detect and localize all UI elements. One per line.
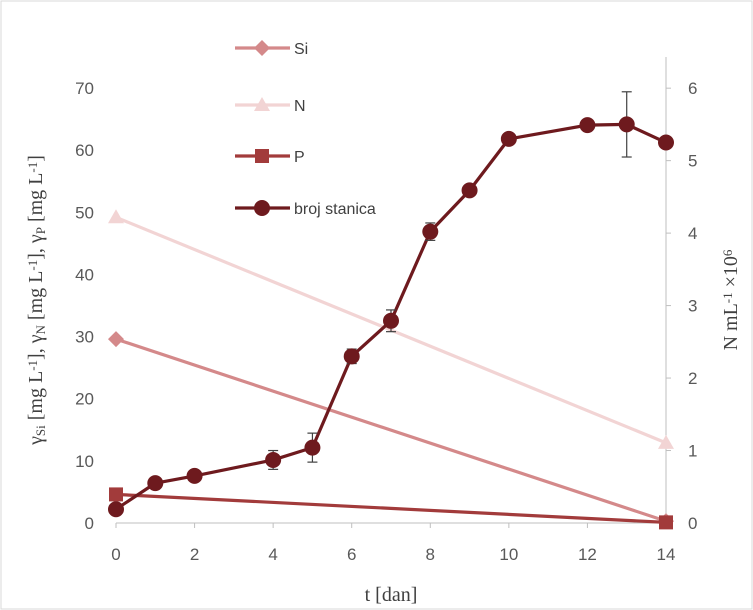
axis-title-part: -1 [720,292,735,303]
axis-titles: t [dan]γSi [mg L-1], γN [mg L-1], γP [mg… [25,155,742,606]
data-point [658,134,674,151]
data-point [186,467,203,484]
y-right-tick-label: 0 [688,514,697,533]
y-left-tick-label: 20 [75,390,94,409]
x-tick-label: 12 [578,545,597,564]
data-point [383,312,399,329]
data-point [461,182,478,199]
data-point [265,451,282,468]
series-broj-stanica [108,91,674,518]
data-point [108,209,124,224]
axis-title-part: [mg L [25,271,47,325]
series-p [109,487,673,530]
series-line [115,337,667,523]
data-point [658,434,674,449]
axis-title-part: γ [25,334,47,344]
legend-swatch-marker [255,149,269,163]
x-tick-label: 14 [657,545,676,564]
legend-label: broj stanica [294,201,376,218]
x-tick-label: 8 [426,545,435,564]
x-tick-label: 0 [111,545,120,564]
legend-swatch-marker [254,40,270,56]
legend-entry: P [235,149,305,166]
axis-title-part: ], [25,243,47,260]
axis-title-part: ] [25,155,47,162]
y-left-tick-label: 70 [75,79,94,98]
legend-swatch-marker [254,97,270,111]
y-right-tick-label: 5 [688,152,697,171]
axis-title-part: -1 [25,162,40,173]
y-right-tick-label: 6 [688,79,697,98]
legend-label: P [294,149,305,166]
data-point [422,223,439,240]
y-right-tick-label: 2 [688,369,697,388]
axis-title-part: ×10 [720,256,742,292]
data-point [618,116,635,133]
y-left-tick-label: 40 [75,265,94,284]
y-right-tick-label: 3 [688,297,697,316]
axis-title-part: P [33,227,48,234]
series-line [115,492,667,524]
data-point [108,331,124,348]
data-point [579,117,596,134]
x-axis-title: t [dan] [365,584,418,606]
axis-title-part: ], [25,343,47,360]
axis-title-part: γ [25,234,47,244]
data-point [109,487,123,502]
y-left-tick-label: 60 [75,141,94,160]
axis-title-part: N mL [720,303,742,350]
y-right-tick-label: 1 [688,442,697,461]
y-right-tick-label: 4 [688,224,697,243]
axis-title-part: γ [25,436,47,446]
data-point [304,439,321,456]
legend-entry: Si [235,40,308,58]
y-left-tick-label: 10 [75,452,94,471]
y-left-tick-label: 50 [75,203,94,222]
y-left-tick-label: 30 [75,328,94,347]
legend-label: N [294,98,306,115]
x-tick-label: 10 [499,545,518,564]
data-point [343,348,360,365]
axis-title-part: -1 [25,260,40,271]
data-point [500,130,517,147]
x-tick-label: 6 [347,545,356,564]
axis-title-part: [mg L [25,371,47,425]
legend-swatch-marker [254,200,270,216]
y-right-axis-title: N mL-1 ×106 [720,249,742,350]
axis-title-part: [mg L [25,173,47,227]
axis-title-part: Si [33,425,48,436]
data-point [147,475,164,492]
legend-entry: broj stanica [235,200,376,218]
series-layer [108,91,674,530]
axis-title-part: -1 [25,360,40,371]
axis-title-part: N [33,324,48,334]
x-tick-label: 4 [268,545,277,564]
y-left-axis-title: γSi [mg L-1], γN [mg L-1], γP [mg L-1] [25,155,48,446]
axis-title-part: 6 [720,249,735,256]
x-tick-label: 2 [190,545,199,564]
legend-label: Si [294,41,308,58]
y-left-tick-label: 0 [85,514,94,533]
legend-entry: N [235,97,306,115]
data-point [108,501,124,518]
data-point [659,515,673,530]
